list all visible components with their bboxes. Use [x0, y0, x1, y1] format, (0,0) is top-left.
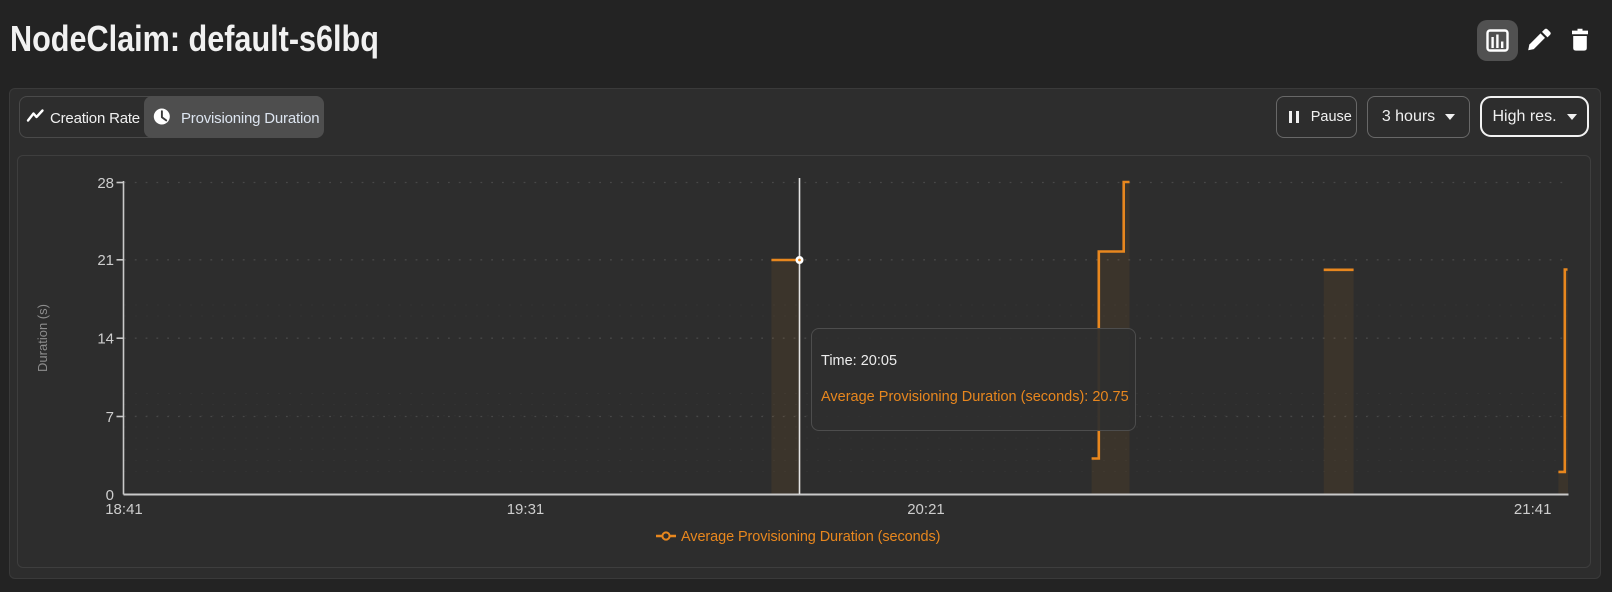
svg-text:28: 28	[97, 175, 114, 192]
svg-text:Duration (s): Duration (s)	[35, 304, 50, 372]
svg-text:7: 7	[106, 409, 114, 426]
svg-text:0: 0	[106, 487, 114, 504]
svg-text:21:41: 21:41	[1514, 501, 1552, 518]
svg-text:18:41: 18:41	[105, 501, 143, 518]
svg-text:20:21: 20:21	[907, 501, 945, 518]
svg-text:21: 21	[97, 252, 114, 269]
svg-text:Average Provisioning Duration: Average Provisioning Duration (seconds)	[681, 529, 940, 545]
svg-text:14: 14	[97, 331, 114, 348]
svg-text:19:31: 19:31	[507, 501, 545, 518]
